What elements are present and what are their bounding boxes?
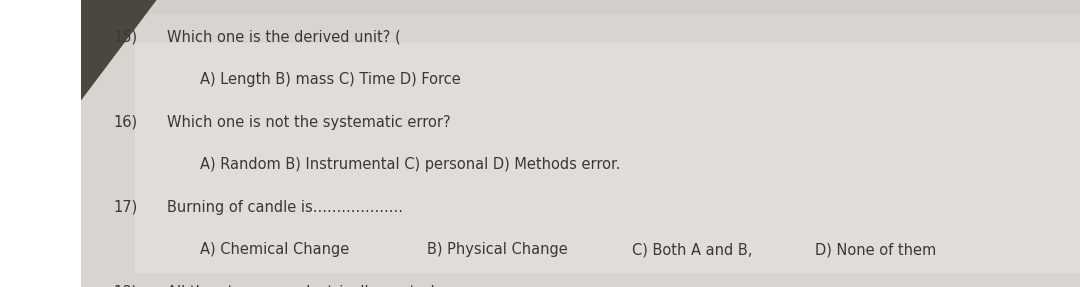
Text: 18): 18) — [113, 285, 137, 287]
Text: All the atoms are electrically neutral......: All the atoms are electrically neutral..… — [167, 285, 463, 287]
Text: A) Random B) Instrumental C) personal D) Methods error.: A) Random B) Instrumental C) personal D)… — [200, 157, 620, 172]
Bar — [135, 14, 1080, 273]
Text: 16): 16) — [113, 115, 137, 130]
Text: 15): 15) — [113, 30, 137, 45]
Text: B) Physical Change: B) Physical Change — [427, 242, 567, 257]
Bar — [0, 0, 81, 287]
Text: A) Length B) mass C) Time D) Force: A) Length B) mass C) Time D) Force — [200, 72, 460, 87]
Text: A) Chemical Change: A) Chemical Change — [200, 242, 349, 257]
Bar — [81, 0, 1080, 43]
Text: Burning of candle is...................: Burning of candle is................... — [167, 200, 404, 215]
Text: C) Both A and B,: C) Both A and B, — [632, 242, 752, 257]
Text: D) None of them: D) None of them — [815, 242, 936, 257]
Text: Which one is the derived unit? (: Which one is the derived unit? ( — [167, 30, 401, 45]
Text: Which one is not the systematic error?: Which one is not the systematic error? — [167, 115, 451, 130]
Polygon shape — [81, 0, 157, 100]
Text: 17): 17) — [113, 200, 137, 215]
